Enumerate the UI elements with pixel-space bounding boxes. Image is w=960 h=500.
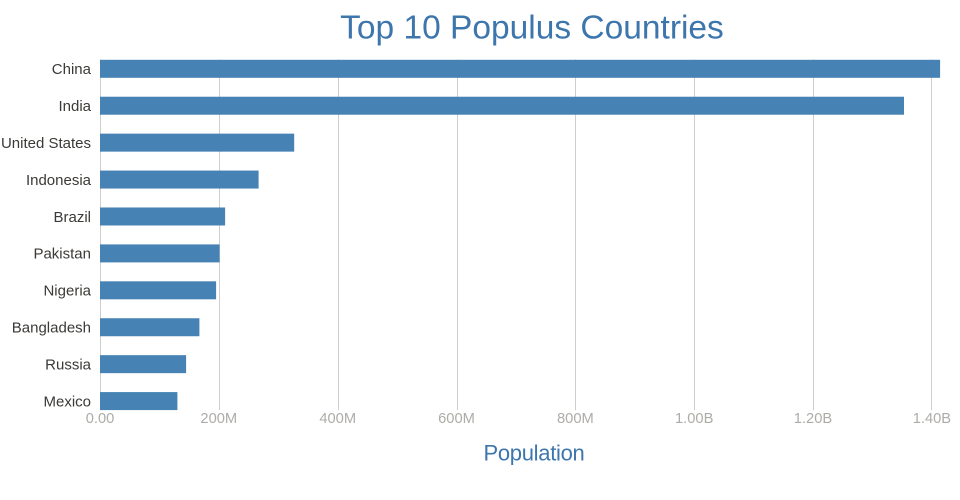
svg-text:400M: 400M (319, 411, 356, 427)
svg-text:India: India (58, 98, 91, 115)
svg-text:1.40B: 1.40B (913, 411, 952, 427)
svg-text:Top 10 Populus Countries: Top 10 Populus Countries (340, 9, 724, 46)
svg-text:200M: 200M (200, 411, 237, 427)
svg-text:1.20B: 1.20B (794, 411, 833, 427)
svg-text:600M: 600M (438, 411, 475, 427)
svg-text:Indonesia: Indonesia (26, 172, 92, 189)
svg-text:Population: Population (484, 441, 585, 466)
svg-text:Pakistan: Pakistan (33, 246, 91, 263)
svg-text:Mexico: Mexico (43, 393, 91, 410)
svg-text:Russia: Russia (45, 357, 92, 374)
svg-text:1.00B: 1.00B (675, 411, 714, 427)
svg-text:China: China (52, 61, 92, 78)
svg-text:Brazil: Brazil (53, 209, 91, 226)
svg-text:0.00: 0.00 (86, 411, 115, 427)
svg-text:United States: United States (1, 135, 91, 152)
svg-text:800M: 800M (557, 411, 594, 427)
svg-text:Bangladesh: Bangladesh (12, 320, 91, 337)
svg-text:Nigeria: Nigeria (43, 283, 91, 300)
